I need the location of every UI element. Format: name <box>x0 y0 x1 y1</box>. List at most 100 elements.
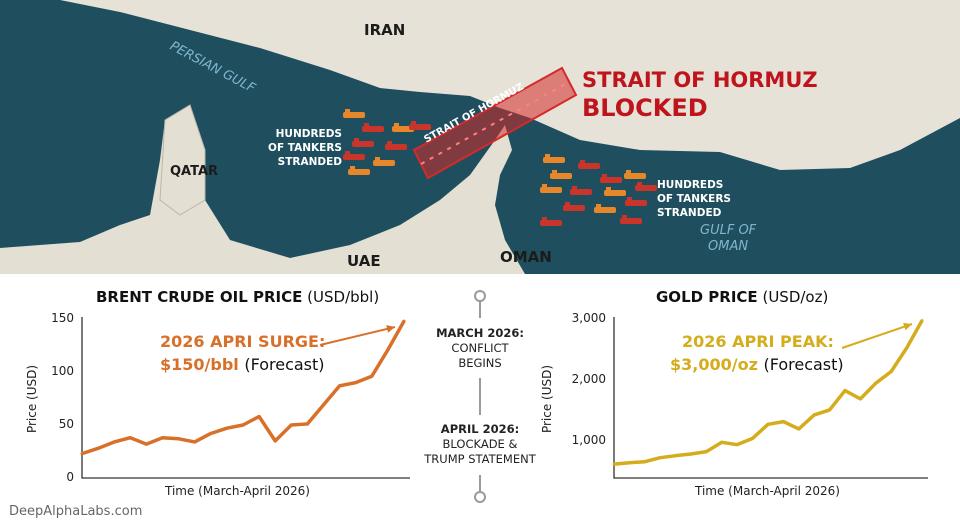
watermark: DeepAlphaLabs.com <box>9 504 143 519</box>
gold-data-point <box>920 319 924 323</box>
oil-data-point <box>177 437 181 441</box>
tanker-bridge-icon <box>596 204 601 207</box>
stranded-right-3: STRANDED <box>657 207 722 219</box>
tanker-icon <box>348 169 370 175</box>
tanker-bridge-icon <box>602 174 607 177</box>
tanker-icon <box>624 173 646 179</box>
tanker-icon <box>540 220 562 226</box>
oil-ytick-label: 150 <box>51 311 74 325</box>
event-2-line2: TRUMP STATEMENT <box>424 452 536 466</box>
oil-data-point <box>289 423 293 427</box>
gold-data-point <box>658 456 662 460</box>
tanker-icon <box>578 163 600 169</box>
label-gulf-of-oman-2: OMAN <box>708 239 749 254</box>
tanker-icon <box>550 173 572 179</box>
tanker-bridge-icon <box>637 182 642 185</box>
gold-annotation-value: $3,000/oz <box>670 355 758 374</box>
gold-data-point <box>828 408 832 412</box>
tanker-icon <box>620 218 642 224</box>
oil-ytick-label: 50 <box>58 417 74 431</box>
gold-data-point <box>612 462 616 466</box>
tanker-icon <box>392 126 414 132</box>
tanker-icon <box>343 112 365 118</box>
oil-xlabel: Time (March-April 2026) <box>165 484 310 498</box>
oil-ylabel: Price (USD) <box>25 364 40 434</box>
label-gulf-of-oman: GULF OF OMAN <box>700 223 756 255</box>
timeline-end-node <box>474 491 486 503</box>
tanker-icon <box>635 185 657 191</box>
blocked-zone <box>412 66 578 180</box>
oil-data-point <box>128 436 132 440</box>
label-gulf-of-oman-1: GULF OF <box>700 223 757 238</box>
timeline-event-2: APRIL 2026: BLOCKADE & TRUMP STATEMENT <box>410 422 550 467</box>
oil-data-point <box>354 381 358 385</box>
oil-data-point <box>80 452 84 456</box>
oil-annotation-value: $150/bbl <box>160 355 239 374</box>
tanker-icon <box>570 189 592 195</box>
gold-annotation-title: 2026 APRI PEAK: <box>682 332 834 351</box>
oil-data-point <box>193 440 197 444</box>
event-2-date: APRIL 2026: <box>440 422 520 436</box>
oil-data-point <box>273 439 277 443</box>
iran-land <box>60 0 960 170</box>
timeline-event-1: MARCH 2026: CONFLICT BEGINS <box>420 326 540 371</box>
oil-title: BRENT CRUDE OIL PRICE <box>96 288 303 306</box>
oil-arrowhead-icon <box>386 325 395 333</box>
tanker-bridge-icon <box>350 166 355 169</box>
oil-data-point <box>112 440 116 444</box>
tanker-bridge-icon <box>552 170 557 173</box>
tanker-icon <box>409 124 431 130</box>
oil-ytick-label: 100 <box>51 364 74 378</box>
gold-ytick-label: 3,000 <box>571 311 606 325</box>
gold-data-point <box>797 427 801 431</box>
tanker-bridge-icon <box>565 202 570 205</box>
oil-data-point <box>96 446 100 450</box>
tankers <box>343 109 657 226</box>
tanker-icon <box>625 200 647 206</box>
blockade-line <box>420 81 570 165</box>
oil-title-unit: (USD/bbl) <box>307 288 380 306</box>
timeline-start-node <box>474 290 486 302</box>
gold-ytick-label: 1,000 <box>571 432 606 447</box>
tanker-icon <box>352 141 374 147</box>
gold-data-point <box>674 454 678 458</box>
musandam <box>508 150 760 274</box>
stranded-right-label: HUNDREDS OF TANKERS STRANDED <box>657 178 731 220</box>
gold-annotation-arrow <box>841 323 913 349</box>
oil-chart-title: BRENT CRUDE OIL PRICE (USD/bbl) <box>96 288 379 306</box>
gold-annotation-note: (Forecast) <box>763 355 844 374</box>
tanker-bridge-icon <box>542 217 547 220</box>
oil-annotation-note: (Forecast) <box>244 355 325 374</box>
tanker-bridge-icon <box>345 151 350 154</box>
map <box>0 0 960 274</box>
oil-data-point <box>305 422 309 426</box>
gold-data-point <box>751 436 755 440</box>
tanker-bridge-icon <box>627 197 632 200</box>
gold-title-unit: (USD/oz) <box>762 288 829 306</box>
tanker-icon <box>600 177 622 183</box>
gold-data-point <box>781 420 785 424</box>
tanker-bridge-icon <box>626 170 631 173</box>
tanker-bridge-icon <box>387 141 392 144</box>
tanker-icon <box>604 190 626 196</box>
tanker-bridge-icon <box>364 123 369 126</box>
gold-xlabel: Time (March-April 2026) <box>695 484 840 498</box>
gold-chart-title: GOLD PRICE (USD/oz) <box>656 288 828 306</box>
label-uae: UAE <box>347 252 381 270</box>
tanker-bridge-icon <box>345 109 350 112</box>
tanker-icon <box>543 157 565 163</box>
oil-data-point <box>322 403 325 407</box>
oil-data-point <box>144 442 148 446</box>
gold-data-point <box>905 346 909 350</box>
oil-data-point <box>257 415 261 419</box>
tanker-icon <box>385 144 407 150</box>
stranded-right-2: OF TANKERS <box>657 193 731 205</box>
oil-data-point <box>402 319 406 323</box>
event-1-line2: BEGINS <box>458 356 502 370</box>
tanker-bridge-icon <box>545 154 550 157</box>
tanker-bridge-icon <box>580 160 585 163</box>
stranded-left-label: HUNDREDS OF TANKERS STRANDED <box>262 127 342 169</box>
oil-data-point <box>209 431 213 435</box>
event-1-date: MARCH 2026: <box>436 326 524 340</box>
oil-data-point <box>161 436 164 440</box>
